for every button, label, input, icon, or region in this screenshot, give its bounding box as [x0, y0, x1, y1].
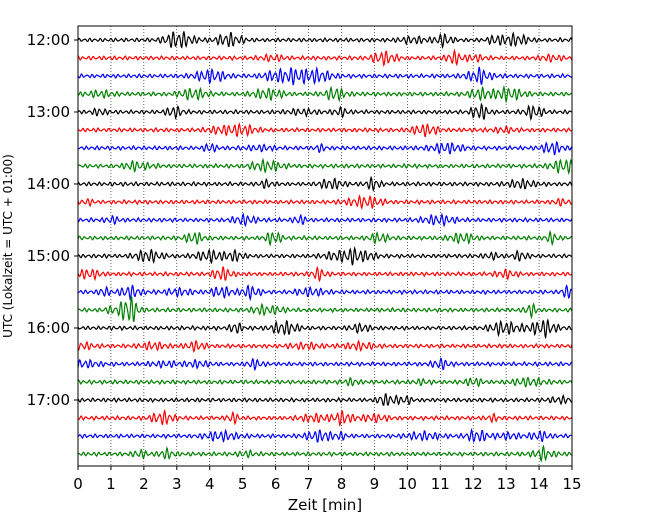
trace-23	[77, 444, 573, 463]
x-tick-label-6: 6	[271, 475, 281, 493]
y-axis-ticks: 12:00 13:00 14:00 15:00 16:00 17:00	[27, 31, 78, 409]
x-tick-label-10: 10	[398, 475, 417, 493]
y-axis-label: UTC (Lokalzeit = UTC + 01:00)	[1, 154, 15, 338]
x-tick-label-9: 9	[370, 475, 380, 493]
y-tick-label-1500: 15:00	[27, 247, 70, 265]
x-tick-label-7: 7	[304, 475, 314, 493]
grid-lines	[110, 26, 540, 466]
x-tick-label-11: 11	[431, 475, 450, 493]
x-tick-label-2: 2	[139, 475, 149, 493]
x-axis-label: Zeit [min]	[288, 496, 362, 514]
x-tick-label-1: 1	[106, 475, 116, 493]
trace-14	[77, 284, 573, 302]
trace-17	[77, 339, 573, 353]
trace-11	[77, 229, 573, 247]
trace-0	[77, 31, 573, 49]
trace-8	[77, 175, 573, 193]
trace-9	[77, 194, 573, 211]
trace-13	[77, 265, 573, 283]
trace-10	[77, 212, 573, 228]
plot-frame	[77, 25, 573, 467]
trace-12	[77, 245, 573, 266]
x-tick-label-13: 13	[497, 475, 516, 493]
trace-3	[77, 84, 573, 104]
trace-16	[77, 318, 573, 340]
trace-group	[77, 31, 573, 463]
x-tick-label-14: 14	[530, 475, 549, 493]
x-tick-label-12: 12	[464, 475, 483, 493]
trace-6	[77, 141, 573, 156]
x-tick-label-15: 15	[562, 475, 581, 493]
x-axis-ticks: 0 1 2 3 4 5 6 7 8 9 10 11 12 13 14 15	[73, 466, 582, 493]
y-tick-label-1300: 13:00	[27, 103, 70, 121]
trace-21	[77, 408, 573, 427]
trace-20	[77, 393, 573, 407]
x-tick-label-4: 4	[205, 475, 215, 493]
trace-22	[77, 427, 573, 444]
trace-1	[77, 48, 573, 67]
trace-4	[77, 102, 573, 122]
x-tick-label-3: 3	[172, 475, 182, 493]
y-tick-label-1400: 14:00	[27, 175, 70, 193]
trace-18	[77, 357, 573, 371]
trace-19	[77, 376, 573, 388]
x-tick-label-5: 5	[238, 475, 248, 493]
y-tick-label-1700: 17:00	[27, 391, 70, 409]
x-tick-label-8: 8	[337, 475, 347, 493]
trace-5	[77, 122, 573, 138]
y-tick-label-1600: 16:00	[27, 319, 70, 337]
trace-15	[77, 296, 573, 323]
x-tick-label-0: 0	[73, 475, 83, 493]
trace-7	[77, 157, 573, 176]
trace-2	[77, 66, 573, 86]
y-tick-label-1200: 12:00	[27, 31, 70, 49]
